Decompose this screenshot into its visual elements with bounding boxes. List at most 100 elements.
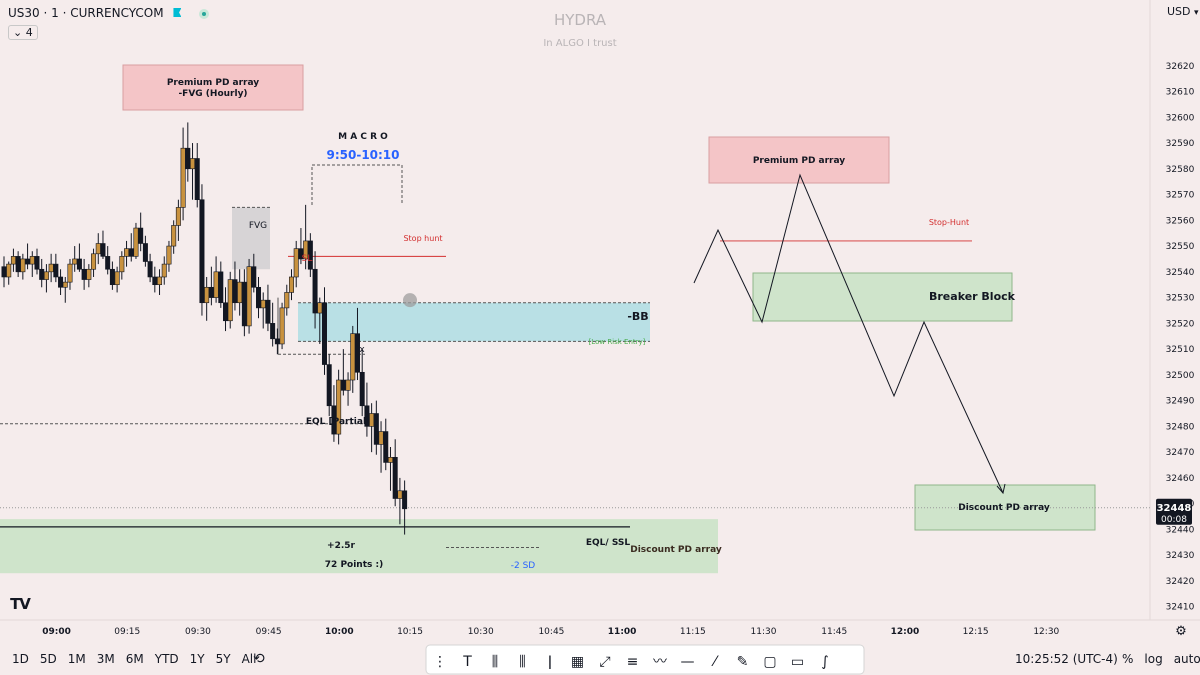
log-toggle[interactable]: log (1144, 652, 1163, 666)
curve-icon[interactable]: ∫ (821, 654, 828, 670)
breaker-block-box (752, 272, 1013, 322)
candle-body (265, 299, 271, 324)
candle-body (288, 276, 294, 293)
candle-body (241, 281, 247, 327)
vertical-line-icon[interactable]: ǀ (548, 654, 552, 670)
timeframe-5d[interactable]: 5D (39, 652, 57, 666)
x-tick-label: 09:30 (185, 627, 211, 637)
price-tag-value: 32448 (1157, 503, 1192, 514)
timeframe-1m[interactable]: 1M (67, 652, 86, 666)
indicator-count: 4 (25, 26, 33, 39)
trend-line-icon[interactable]: ⁄ (711, 654, 719, 670)
replay-button[interactable]: ⟲ (253, 645, 276, 673)
gear-icon: ⚙ (1175, 624, 1187, 639)
y-tick-label: 32420 (1166, 577, 1195, 587)
macro-time-label: 9:50-10:10 (326, 148, 399, 162)
x-tick-label: 10:45 (538, 627, 564, 637)
candle-body (81, 268, 87, 280)
timeframe-bar: 1D 5D 1M 3M 6M YTD 1Y 5Y All (12, 645, 267, 673)
x-tick-label: 12:30 (1033, 627, 1059, 637)
macro-label: M A C R O (338, 132, 388, 142)
y-tick-label: 32570 (1166, 191, 1195, 201)
clock-readout[interactable]: 10:25:52 (UTC-4) (1015, 645, 1129, 673)
y-tick-label: 32580 (1166, 165, 1195, 175)
symbol-title[interactable]: US30 · 1 · CURRENCYCOM (8, 6, 164, 20)
candle-body (378, 431, 384, 445)
candle-body (237, 281, 243, 304)
eql-partial-label: EQL [Partial] (306, 417, 370, 427)
fib-icon[interactable]: ≡ (627, 654, 639, 670)
points-label: 72 Points :) (325, 560, 383, 570)
brush-icon[interactable]: ✎ (737, 654, 749, 670)
entry-marker (403, 293, 417, 308)
timeframe-5y[interactable]: 5Y (215, 652, 231, 666)
premium-box-right (708, 136, 890, 184)
candle-body (402, 490, 408, 510)
candle-body (383, 431, 389, 463)
candle-body (128, 248, 134, 257)
candle-body (284, 292, 290, 309)
candle-body (58, 276, 64, 288)
candle-body (43, 271, 49, 280)
x-mark-label: x (359, 345, 365, 355)
horizontal-line-icon[interactable]: — (681, 654, 695, 670)
candle-body (86, 268, 92, 280)
candle-body (62, 281, 68, 288)
timeframe-1d[interactable]: 1D (12, 652, 29, 666)
candle-body (223, 302, 229, 322)
candle-body (76, 258, 82, 270)
y-tick-label: 32440 (1166, 525, 1195, 535)
bb-label: -BB (627, 310, 648, 323)
timeframe-6m[interactable]: 6M (125, 652, 144, 666)
candle-body (67, 263, 73, 283)
timeframe-ytd[interactable]: YTD (154, 652, 179, 666)
candle-body (39, 268, 45, 280)
pitchfork-icon[interactable]: ⫼ (492, 654, 498, 670)
candle-body (246, 266, 252, 327)
chevron-down-icon: ⌄ (13, 26, 23, 39)
timeframe-3m[interactable]: 3M (96, 652, 115, 666)
candle-body (345, 379, 351, 391)
trend-angle-icon[interactable]: ⤢ (599, 654, 610, 670)
r-multiple-label: +2.5r (327, 541, 355, 551)
candle-body (331, 405, 337, 435)
rectangle-icon[interactable]: ▢ (763, 654, 776, 670)
timeframe-1y[interactable]: 1Y (189, 652, 205, 666)
price-tag-countdown: 00:08 (1161, 515, 1187, 525)
currency-selector[interactable]: USD ▾ (1167, 5, 1199, 18)
candle-body (142, 243, 148, 262)
candle-body (100, 243, 106, 257)
candle-body (227, 279, 233, 322)
candle-body (105, 256, 111, 270)
candle-body (109, 268, 115, 286)
y-tick-label: 32560 (1166, 216, 1195, 226)
text-tool-icon[interactable]: T (462, 654, 472, 670)
parallel-channel-icon[interactable]: ⫼ (519, 654, 525, 670)
indicators-toggle[interactable]: ⌄ 4 (8, 25, 38, 40)
candle-body (251, 266, 257, 288)
clock-time: 10:25:52 (UTC-4) (1015, 652, 1118, 666)
tradingview-logo: TV (10, 595, 31, 613)
path-icon[interactable]: 〰 (653, 654, 667, 670)
y-tick-label: 32410 (1166, 603, 1195, 613)
scale-options: % log auto (1122, 645, 1200, 673)
y-tick-label: 32500 (1166, 371, 1195, 381)
premium-fvg-label-2: -FVG (Hourly) (178, 89, 247, 99)
y-tick-label: 32520 (1166, 319, 1195, 329)
grid-tool-icon[interactable]: ▦ (571, 654, 584, 670)
percent-toggle[interactable]: % (1122, 652, 1134, 666)
timeframe-all[interactable]: All (241, 652, 257, 666)
callout-icon[interactable]: ▭ (791, 654, 804, 670)
candle-body (147, 261, 153, 278)
candle-body (133, 227, 139, 257)
candle-body (34, 256, 40, 270)
candle-body (270, 323, 276, 340)
x-tick-label: 11:00 (608, 627, 637, 637)
symbol-header[interactable]: US30 · 1 · CURRENCYCOM (8, 6, 210, 20)
y-tick-label: 32530 (1166, 294, 1195, 304)
replay-icon: ⟲ (253, 651, 265, 667)
drag-handle-icon[interactable]: ⋮ (433, 654, 447, 670)
auto-toggle[interactable]: auto (1173, 652, 1200, 666)
eql-ssl-label: EQL/ SSL (586, 538, 631, 548)
